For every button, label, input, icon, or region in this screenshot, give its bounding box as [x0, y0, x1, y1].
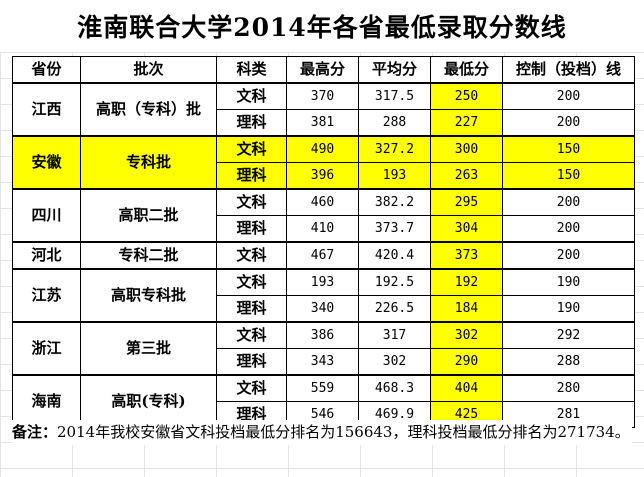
subject-cell: 理科	[216, 348, 287, 376]
control-line-cell: 288	[502, 348, 635, 376]
control-line-cell: 200	[502, 109, 635, 137]
batch-cell: 高职（专科）批	[80, 82, 217, 137]
header-min-score: 最低分	[430, 56, 503, 84]
avg-score-cell: 288	[358, 109, 431, 137]
table-row: 江苏 高职专科批 文科 193 192.5 192 190	[12, 268, 635, 323]
max-score-cell: 467	[286, 241, 359, 270]
table-row: 理科 396 193 263 150	[13, 162, 635, 190]
max-score-cell: 193	[286, 268, 359, 296]
table-row: 江西 高职（专科）批 文科 370 317.5 250 200	[12, 82, 635, 137]
min-score-cell: 295	[430, 188, 503, 216]
subject-cell: 文科	[216, 321, 287, 349]
avg-score-cell: 226.5	[358, 295, 431, 323]
max-score-cell: 396	[286, 162, 359, 190]
max-score-cell: 386	[286, 321, 359, 349]
batch-cell: 高职二批	[80, 188, 217, 243]
avg-score-cell: 327.2	[358, 135, 431, 163]
batch-cell: 高职(专科)	[80, 374, 217, 428]
table-row: 安徽 专科批 文科 490 327.2 300 150	[12, 135, 635, 190]
note-label: 备注：	[12, 423, 58, 441]
subject-cell: 理科	[216, 215, 287, 243]
subject-cell: 理科	[216, 162, 287, 190]
subject-cell: 理科	[216, 295, 287, 323]
province-cell: 江西	[12, 82, 81, 137]
subject-cell: 文科	[216, 82, 287, 110]
max-score-cell: 490	[286, 135, 359, 163]
province-cell: 海南	[12, 374, 81, 428]
max-score-cell: 559	[286, 374, 359, 402]
table-row: 理科 410 373.7 304 200	[13, 215, 635, 243]
min-score-cell: 227	[430, 109, 503, 137]
province-cell: 河北	[12, 241, 81, 270]
max-score-cell: 340	[286, 295, 359, 323]
score-table: 省份 批次 科类 最高分 平均分 最低分 控制（投档）线 江西 高职（专科）批 文科…	[12, 56, 635, 428]
subject-cell: 文科	[216, 374, 287, 402]
max-score-cell: 381	[286, 109, 359, 137]
min-score-cell: 263	[430, 162, 503, 190]
header-avg-score: 平均分	[358, 56, 431, 84]
note-text: 2014年我校安徽省文科投档最低分排名为156643，理科投档最低分排名为271…	[57, 423, 630, 441]
min-score-cell: 373	[430, 241, 503, 270]
batch-cell: 第三批	[80, 321, 217, 376]
avg-score-cell: 192.5	[358, 268, 431, 296]
table-row: 浙江 第三批 文科 386 317 302 292	[12, 321, 635, 376]
avg-score-cell: 193	[358, 162, 431, 190]
control-line-cell: 200	[502, 215, 635, 243]
subject-cell: 文科	[216, 241, 287, 270]
min-score-cell: 250	[430, 82, 503, 110]
subject-cell: 文科	[216, 268, 287, 296]
subject-cell: 文科	[216, 188, 287, 216]
control-line-cell: 292	[502, 321, 635, 349]
control-line-cell: 190	[502, 268, 635, 296]
min-score-cell: 192	[430, 268, 503, 296]
province-cell: 浙江	[12, 321, 81, 376]
avg-score-cell: 382.2	[358, 188, 431, 216]
min-score-cell: 300	[430, 135, 503, 163]
avg-score-cell: 302	[358, 348, 431, 376]
min-score-cell: 184	[430, 295, 503, 323]
avg-score-cell: 420.4	[358, 241, 431, 270]
max-score-cell: 410	[286, 215, 359, 243]
batch-cell: 高职专科批	[80, 268, 217, 323]
control-line-cell: 200	[502, 188, 635, 216]
header-subject: 科类	[216, 56, 287, 84]
min-score-cell: 304	[430, 215, 503, 243]
max-score-cell: 460	[286, 188, 359, 216]
batch-cell: 专科批	[80, 135, 217, 190]
avg-score-cell: 317	[358, 321, 431, 349]
control-line-cell: 200	[502, 241, 635, 270]
province-cell: 四川	[12, 188, 81, 243]
control-line-cell: 150	[502, 162, 635, 190]
page-title: 淮南联合大学2014年各省最低录取分数线	[0, 0, 644, 52]
min-score-cell: 404	[430, 374, 503, 402]
header-row: 省份 批次 科类 最高分 平均分 最低分 控制（投档）线	[12, 56, 635, 84]
province-cell: 江苏	[12, 268, 81, 323]
avg-score-cell: 317.5	[358, 82, 431, 110]
header-max-score: 最高分	[286, 56, 359, 84]
table-row: 河北 专科二批 文科 467 420.4 373 200	[12, 241, 635, 270]
avg-score-cell: 468.3	[358, 374, 431, 402]
header-control-line: 控制（投档）线	[502, 56, 635, 84]
header-province: 省份	[12, 56, 81, 84]
table-row: 四川 高职二批 文科 460 382.2 295 200	[12, 188, 635, 243]
province-cell: 安徽	[12, 135, 81, 190]
note: 备注：2014年我校安徽省文科投档最低分排名为156643，理科投档最低分排名为…	[12, 420, 632, 445]
min-score-cell: 290	[430, 348, 503, 376]
batch-cell: 专科二批	[80, 241, 217, 270]
control-line-cell: 200	[502, 82, 635, 110]
min-score-cell: 302	[430, 321, 503, 349]
control-line-cell: 190	[502, 295, 635, 323]
table-row: 海南 高职(专科) 文科 559 468.3 404 280	[12, 374, 635, 428]
max-score-cell: 370	[286, 82, 359, 110]
max-score-cell: 343	[286, 348, 359, 376]
control-line-cell: 150	[502, 135, 635, 163]
control-line-cell: 280	[502, 374, 635, 402]
subject-cell: 文科	[216, 135, 287, 163]
subject-cell: 理科	[216, 109, 287, 137]
avg-score-cell: 373.7	[358, 215, 431, 243]
table-row: 理科 381 288 227 200	[13, 109, 635, 137]
header-batch: 批次	[80, 56, 217, 84]
